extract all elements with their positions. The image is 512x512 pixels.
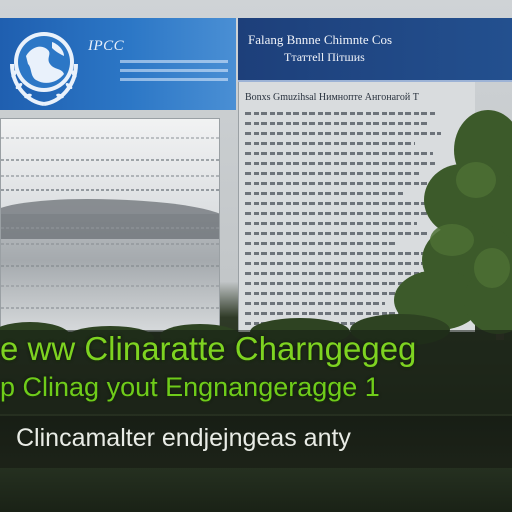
headline-band (0, 330, 512, 414)
headline-line-1: e ww Clinaratte Charngegeg (0, 330, 417, 367)
report-title: Fаlang Bnnne Chimnte Cos (248, 32, 393, 47)
org-abbreviation: ІРСС (88, 38, 125, 54)
tagline-band (0, 416, 512, 468)
document-heading: Bonxs Gmuzihsal Нимнопте Ангонагой Т (245, 92, 419, 103)
photo-sky (1, 119, 219, 214)
org-banner: ІРСС (0, 18, 236, 110)
landscape-photo (0, 118, 220, 332)
report-subtitle: Ттаттеll Пітшиs (284, 50, 365, 64)
tagline-text: Clincamalter endjejngeas anty (16, 424, 351, 452)
org-subtitle-lines (120, 60, 228, 87)
un-globe-emblem-icon (10, 32, 78, 106)
ground-foliage (0, 468, 512, 512)
photo-ridge (1, 199, 219, 239)
report-banner: Fаlang Bnnne Chimnte Cos Ттаттеll Пітшиs (238, 18, 512, 82)
headline-line-2: p Clinag yout Engnangeragge 1 (0, 372, 380, 402)
